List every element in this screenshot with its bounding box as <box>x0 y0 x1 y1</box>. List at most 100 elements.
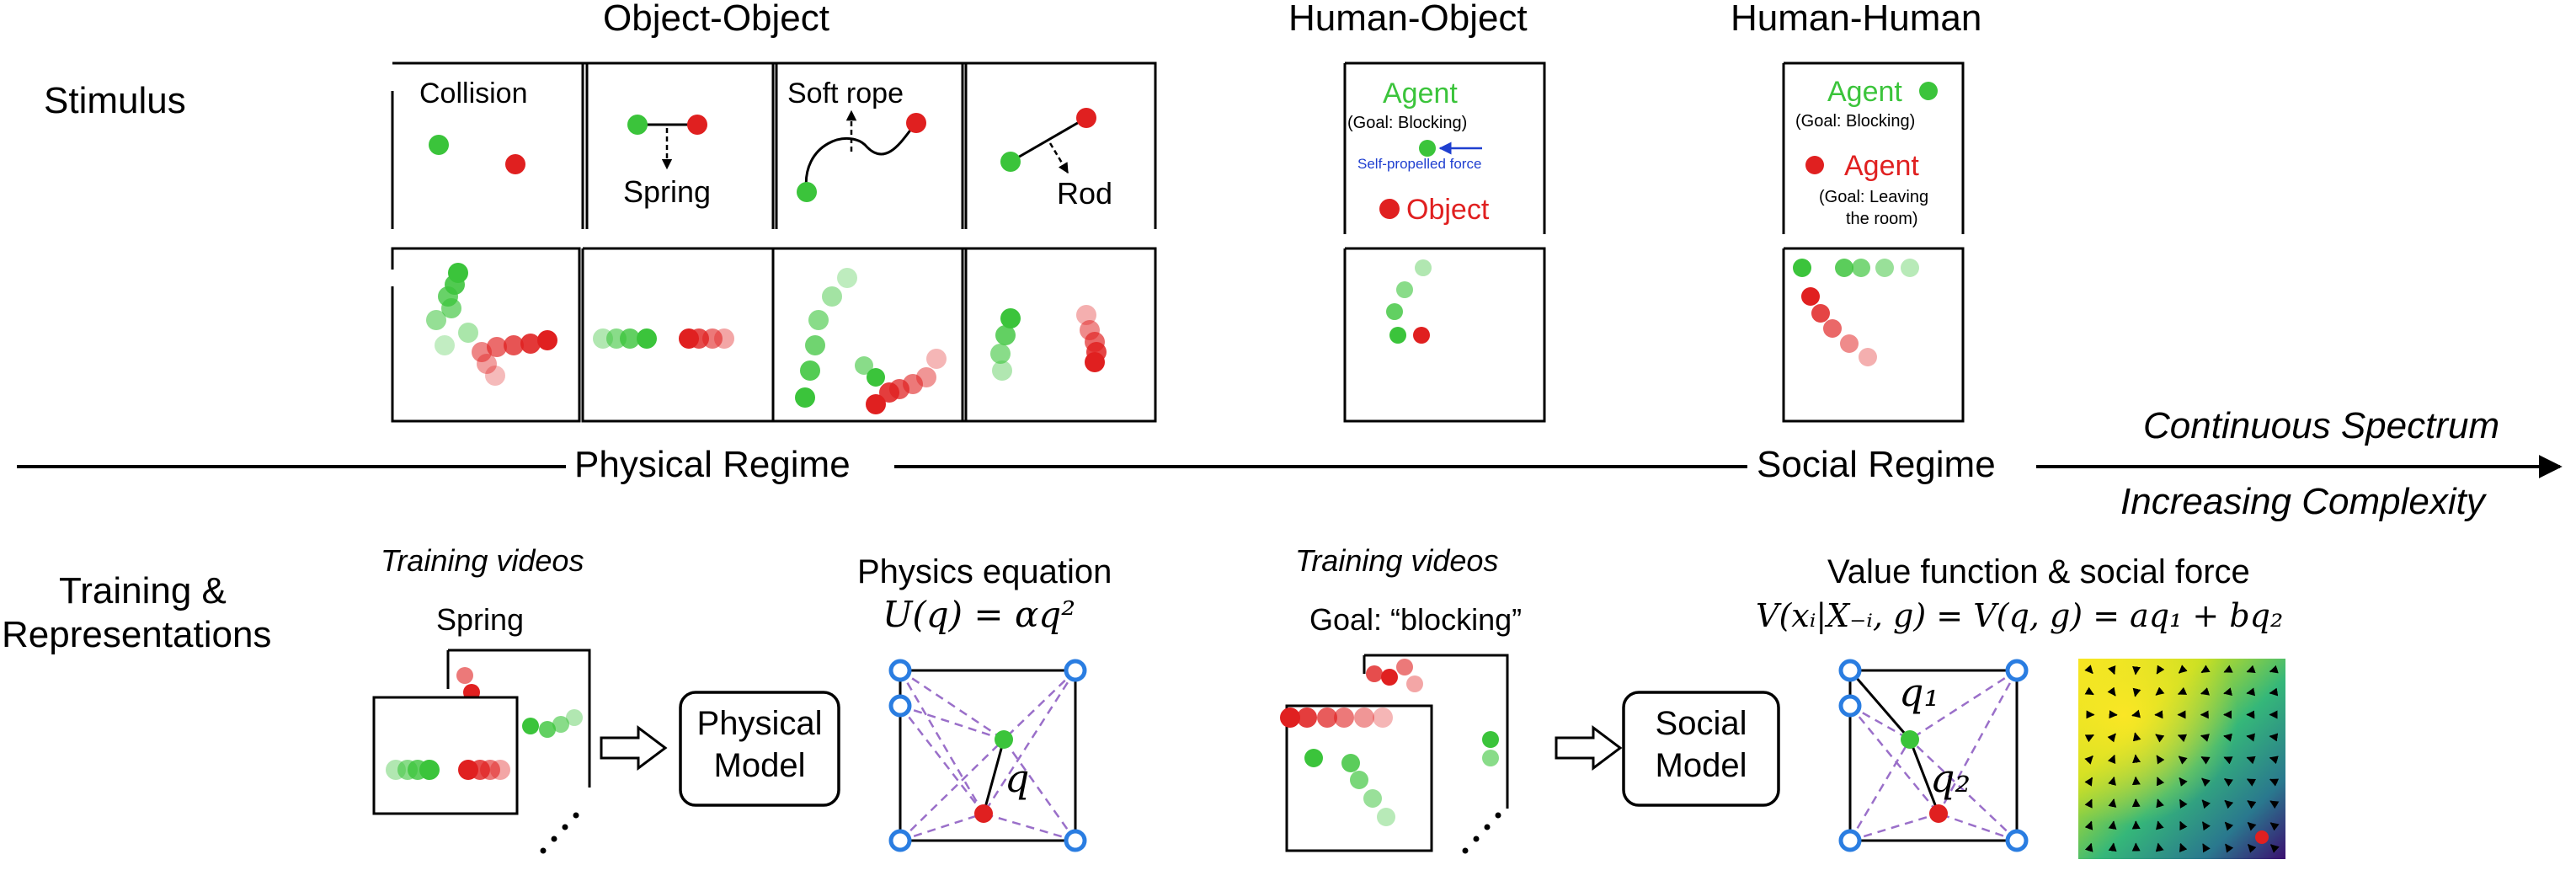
trajectory-dot <box>448 263 468 283</box>
trajectory-dot <box>1373 707 1393 728</box>
force-arrow <box>2246 778 2257 787</box>
hh-goal2-label-line2: the room) <box>1846 210 1918 228</box>
physics-corner-top-left <box>888 659 912 682</box>
social-corner-bottom-right <box>2005 829 2029 852</box>
panel-label-collision: Collision <box>419 77 528 109</box>
force-arrow <box>2084 755 2093 765</box>
hh-goal2-label-line1: (Goal: Leaving <box>1819 188 1928 206</box>
social-green-node <box>1901 730 1919 749</box>
row-label-stimulus: Stimulus <box>44 80 186 121</box>
trajectory-dot <box>1000 308 1021 328</box>
ho-object-label: Object <box>1406 194 1490 226</box>
trajectory-dot <box>1297 707 1317 728</box>
trajectory-dot <box>1482 731 1499 748</box>
soft-rope-green-ball <box>797 182 817 202</box>
trajectory-dot <box>1317 707 1337 728</box>
force-arrow <box>2084 777 2093 787</box>
rod-red-ball <box>1076 108 1096 128</box>
trajectory-dot <box>1389 327 1406 344</box>
physics-corner-top-right <box>1064 659 1087 682</box>
row-label-training: Training & <box>59 570 227 611</box>
trajectory-dot <box>487 337 507 357</box>
traj-frame-collision <box>391 247 581 423</box>
force-arrow <box>2223 756 2233 765</box>
physics-corner-left-mid <box>888 694 912 718</box>
rod-link <box>1010 116 1087 163</box>
value-function-title: Value function & social force <box>1827 553 2250 590</box>
ho-goal-label: (Goal: Blocking) <box>1347 114 1467 132</box>
force-arrow <box>2084 665 2093 675</box>
training-videos-label-left: Training videos <box>381 543 584 578</box>
force-arrow <box>2269 778 2280 787</box>
force-arrow <box>2131 709 2141 718</box>
force-arrow <box>2156 665 2165 675</box>
force-arrow <box>2269 665 2279 674</box>
trajectory-dot <box>805 335 825 355</box>
trajectory-dot <box>1396 281 1413 298</box>
force-arrow <box>2202 843 2211 853</box>
force-arrow <box>2201 777 2211 787</box>
physical-model-label-line2: Model <box>714 747 806 784</box>
trajectory-dot <box>426 310 446 330</box>
video-frame-back-right <box>1364 654 1509 809</box>
trajectory-dot <box>1875 259 1894 277</box>
hh-agent1-dot <box>1919 82 1938 100</box>
trajectory-dot <box>552 716 569 733</box>
force-arrow <box>2247 843 2257 853</box>
force-arrow <box>2179 842 2188 853</box>
force-arrow <box>2156 777 2165 787</box>
force-arrow <box>2155 734 2165 743</box>
trajectory-dot <box>1482 750 1499 766</box>
trajectory-dot <box>435 335 455 355</box>
hh-goal1-label: (Goal: Blocking) <box>1795 112 1915 131</box>
traj-frame-human-human <box>1782 247 1965 423</box>
trajectory-dot <box>926 349 947 369</box>
force-arrow <box>2084 686 2094 696</box>
trajectory-dot <box>539 721 556 738</box>
trajectory-dot <box>1076 305 1096 325</box>
force-arrow <box>2225 843 2234 853</box>
trajectory-dot <box>504 335 524 355</box>
physics-corner-bottom-right <box>1064 829 1087 852</box>
force-arrow <box>2224 821 2234 831</box>
force-arrow <box>2247 821 2257 831</box>
trail-collision-green <box>426 263 478 355</box>
trail-video-front-right <box>1280 707 1395 826</box>
force-arrow <box>2155 842 2164 852</box>
trail-spring <box>593 328 734 349</box>
trajectory-dot <box>1341 754 1360 772</box>
social-force-arrows <box>2084 665 2280 853</box>
axis-label-social-regime: Social Regime <box>1757 444 1996 485</box>
traj-frame-human-object <box>1343 247 1546 423</box>
trajectory-dot <box>520 334 541 354</box>
trajectory-dot <box>879 382 899 403</box>
trajectory-dot <box>1901 259 1919 277</box>
trail-human-human <box>1793 259 1919 366</box>
social-corner-top-right <box>2005 659 2029 682</box>
force-arrow <box>2223 687 2233 697</box>
trajectory-dot <box>419 760 440 780</box>
social-corner-left-mid <box>1838 694 1862 718</box>
panel-label-spring: Spring <box>623 174 711 209</box>
collision-green-ball <box>429 135 449 155</box>
social-diagram: q₁ q₂ <box>1838 659 2029 852</box>
force-arrow <box>2178 665 2188 674</box>
trajectory-dot <box>808 310 829 330</box>
trajectory-dot <box>679 328 699 349</box>
force-arrow <box>2269 756 2279 765</box>
ho-object-dot <box>1379 199 1400 219</box>
social-red-node <box>1929 804 1948 823</box>
force-arrow <box>2108 776 2116 786</box>
force-arrow <box>2201 821 2211 831</box>
rod-green-ball <box>1000 152 1021 172</box>
social-model-label-line1: Social <box>1656 705 1747 742</box>
panel-frame-human-object <box>1343 61 1546 234</box>
trajectory-dot <box>1354 707 1374 728</box>
force-arrow <box>2108 842 2117 852</box>
trajectory-dot <box>1415 259 1432 276</box>
physics-q-label: q <box>1005 756 1029 801</box>
trajectory-dot <box>522 718 539 734</box>
trajectory-dot <box>637 328 657 349</box>
panel-frame-rod <box>961 61 1157 229</box>
trajectory-dot <box>837 268 857 288</box>
